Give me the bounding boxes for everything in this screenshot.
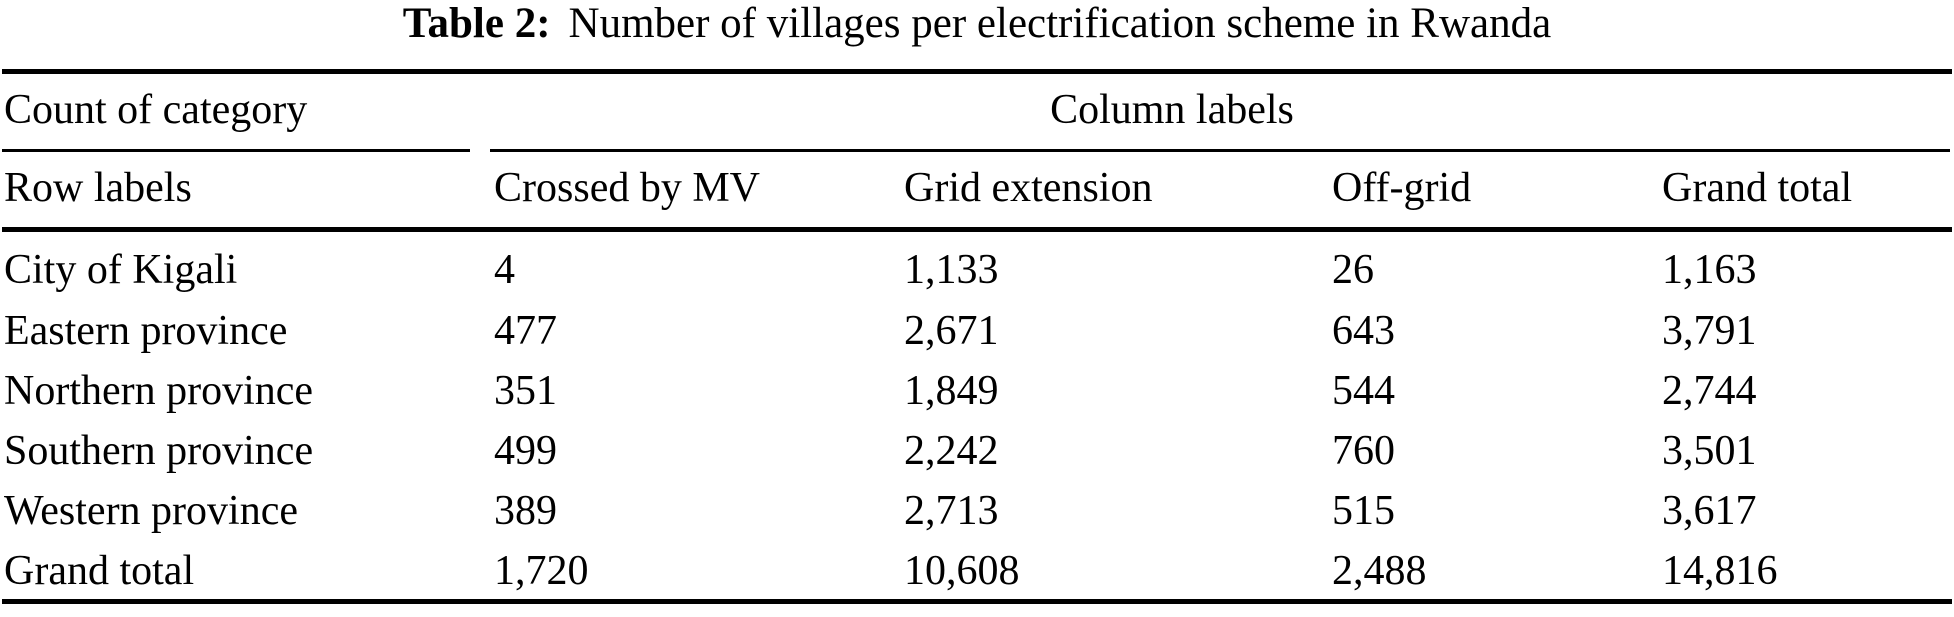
- value-cell: 1,720: [494, 548, 589, 594]
- row-label: Northern province: [4, 368, 314, 414]
- table-row-northern-province: Northern province 351 1,849 544 2,744: [0, 361, 1954, 421]
- header-count-of-category: Count of category: [4, 87, 308, 133]
- table-row-western-province: Western province 389 2,713 515 3,617: [0, 481, 1954, 541]
- value-cell: 2,488: [1332, 548, 1427, 594]
- value-cell: 760: [1332, 428, 1395, 474]
- row-label: Grand total: [4, 548, 195, 594]
- table-caption-number: Table 2:: [402, 0, 551, 47]
- table-row-city-of-kigali: City of Kigali 4 1,133 26 1,163: [0, 240, 1954, 300]
- value-cell: 2,713: [904, 488, 999, 534]
- table-mid-rule: [2, 227, 1952, 232]
- value-cell: 477: [494, 308, 557, 354]
- value-cell: 643: [1332, 308, 1395, 354]
- table-group-header-row: Count of category Column labels: [0, 80, 1954, 140]
- value-cell: 351: [494, 368, 557, 414]
- row-label: Southern province: [4, 428, 314, 474]
- table-row-grand-total: Grand total 1,720 10,608 2,488 14,816: [0, 541, 1954, 601]
- table-row-eastern-province: Eastern province 477 2,671 643 3,791: [0, 301, 1954, 361]
- header-column-labels: Column labels: [1050, 87, 1294, 133]
- value-cell: 26: [1332, 247, 1374, 293]
- value-cell: 3,791: [1662, 308, 1757, 354]
- column-header-off-grid: Off-grid: [1332, 165, 1472, 211]
- column-header-grand-total: Grand total: [1662, 165, 1853, 211]
- value-cell: 2,242: [904, 428, 999, 474]
- value-cell: 2,671: [904, 308, 999, 354]
- value-cell: 1,163: [1662, 247, 1757, 293]
- value-cell: 2,744: [1662, 368, 1757, 414]
- value-cell: 499: [494, 428, 557, 474]
- value-cell: 4: [494, 247, 515, 293]
- table-row-southern-province: Southern province 499 2,242 760 3,501: [0, 421, 1954, 481]
- table-caption-text: Number of villages per electrification s…: [568, 0, 1552, 47]
- table-caption: Table 2: Number of villages per electrifi…: [0, 0, 1954, 48]
- value-cell: 10,608: [904, 548, 1020, 594]
- value-cell: 1,133: [904, 247, 999, 293]
- row-label: Western province: [4, 488, 298, 534]
- cmidrule-right: [490, 149, 1950, 152]
- value-cell: 3,501: [1662, 428, 1757, 474]
- row-label: City of Kigali: [4, 247, 238, 293]
- value-cell: 515: [1332, 488, 1395, 534]
- table-column-header-row: Row labels Crossed by MV Grid extension …: [0, 158, 1954, 218]
- value-cell: 1,849: [904, 368, 999, 414]
- column-header-grid-extension: Grid extension: [904, 165, 1153, 211]
- value-cell: 544: [1332, 368, 1395, 414]
- column-header-crossed-by-mv: Crossed by MV: [494, 165, 761, 211]
- column-header-row-labels: Row labels: [4, 165, 192, 211]
- value-cell: 3,617: [1662, 488, 1757, 534]
- cmidrule-left: [2, 149, 470, 152]
- value-cell: 389: [494, 488, 557, 534]
- table-top-rule: [2, 69, 1952, 74]
- row-label: Eastern province: [4, 308, 288, 354]
- value-cell: 14,816: [1662, 548, 1778, 594]
- table-bottom-rule: [2, 599, 1952, 604]
